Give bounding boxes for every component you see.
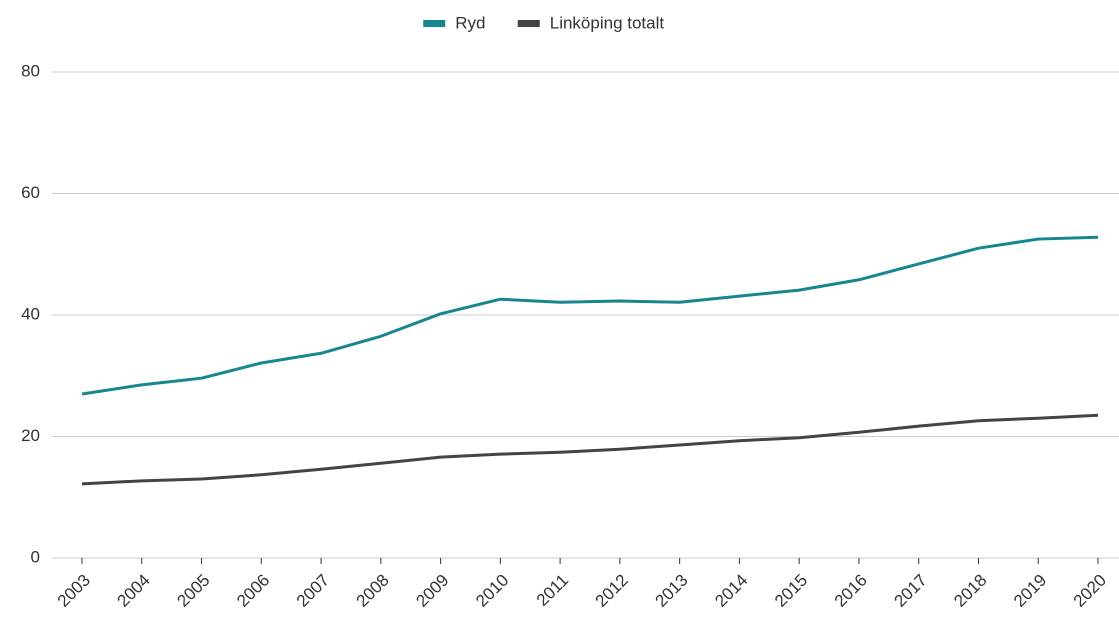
x-tick-label: 2015 [771,571,811,611]
x-tick-label: 2011 [533,571,572,610]
x-tick-label: 2016 [831,571,871,611]
x-tick-label: 2019 [1010,571,1050,611]
x-tick-label: 2013 [651,571,691,611]
x-tick-label: 2003 [54,571,94,611]
legend-label: Ryd [455,13,485,32]
series-line [81,235,1099,396]
x-tick-label: 2010 [472,571,512,611]
x-tick-label: 2005 [173,571,213,611]
x-tick-label: 2018 [950,571,990,611]
x-tick-label: 2009 [412,571,452,611]
x-tick-label: 2012 [592,571,632,611]
x-tick-label: 2007 [293,571,333,611]
y-tick-label: 20 [21,426,40,445]
x-tick-label: 2020 [1070,571,1110,611]
legend-swatch [423,20,446,27]
y-tick-label: 40 [21,304,40,323]
x-tick-label: 2006 [233,571,273,611]
x-tick-label: 2008 [353,571,393,611]
series-line [81,413,1099,486]
y-tick-label: 0 [31,547,40,566]
y-tick-label: 60 [21,183,40,202]
legend-swatch [517,20,540,27]
x-tick-label: 2004 [114,571,154,611]
x-tick-label: 2014 [711,571,751,611]
legend-label: Linköping totalt [550,13,665,32]
x-tick-label: 2017 [891,571,931,611]
y-tick-label: 80 [21,61,40,80]
